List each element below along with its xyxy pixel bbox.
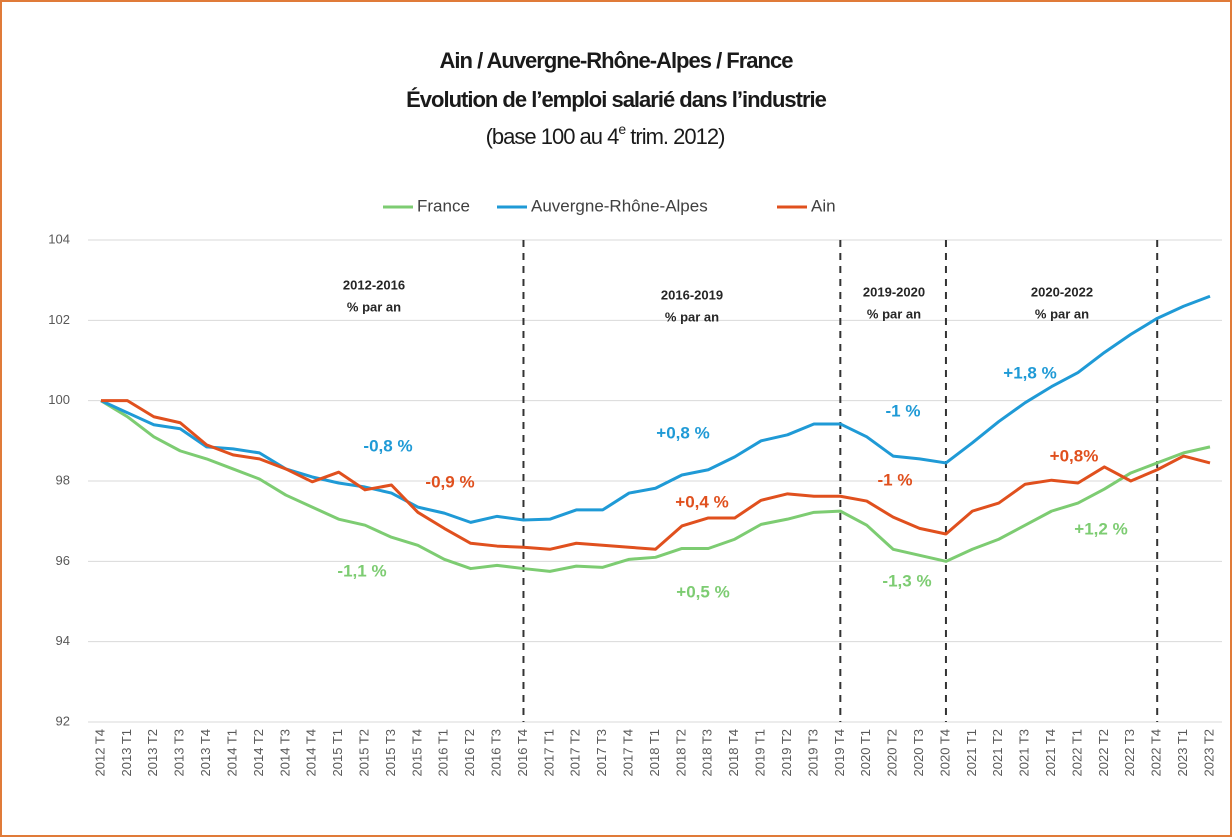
period-unit: % par an xyxy=(1035,306,1089,321)
chart-note: (base 100 au 4e trim. 2012) xyxy=(486,121,725,149)
x-tick-label: 2020 T1 xyxy=(858,729,873,776)
x-tick-label: 2015 T1 xyxy=(330,729,345,776)
period-unit: % par an xyxy=(347,299,401,314)
x-tick-label: 2013 T1 xyxy=(119,729,134,776)
x-tick-label: 2018 T3 xyxy=(700,729,715,776)
y-tick-label: 100 xyxy=(48,392,70,407)
x-tick-label: 2017 T1 xyxy=(541,729,556,776)
note-sup: e xyxy=(618,121,626,137)
y-tick-label: 104 xyxy=(48,231,70,246)
x-tick-label: 2015 T3 xyxy=(383,729,398,776)
x-tick-label: 2021 T2 xyxy=(990,729,1005,776)
x-tick-label: 2020 T4 xyxy=(937,729,952,776)
y-tick-label: 92 xyxy=(56,713,70,728)
series-line xyxy=(100,399,1211,573)
x-tick-label: 2015 T4 xyxy=(409,729,424,776)
x-tick-label: 2016 T4 xyxy=(515,729,530,776)
annotation: -1,3 % xyxy=(882,571,931,590)
annotation: -1 % xyxy=(886,401,921,420)
period-label: 2016-2019 xyxy=(661,287,723,302)
x-tick-label: 2022 T2 xyxy=(1096,729,1111,776)
x-tick-label: 2019 T4 xyxy=(832,729,847,776)
period-label: 2012-2016 xyxy=(343,277,405,292)
x-tick-label: 2018 T1 xyxy=(647,729,662,776)
legend-label: Ain xyxy=(811,196,836,215)
note-part: trim. 2012) xyxy=(625,124,724,149)
annotation: -1,1 % xyxy=(337,561,386,580)
series-line xyxy=(101,399,1211,551)
x-tick-label: 2021 T4 xyxy=(1043,729,1058,776)
x-tick-label: 2020 T3 xyxy=(911,729,926,776)
annotation: +0,5 % xyxy=(676,582,729,601)
y-tick-label: 98 xyxy=(56,472,70,487)
annotation: -1 % xyxy=(878,470,913,489)
chart-title: Ain / Auvergne-Rhône-Alpes / France xyxy=(440,48,794,73)
x-tick-label: 2017 T3 xyxy=(594,729,609,776)
x-tick-label: 2013 T4 xyxy=(198,729,213,776)
x-tick-label: 2018 T2 xyxy=(673,729,688,776)
annotation: -0,9 % xyxy=(425,472,474,491)
period-unit: % par an xyxy=(867,306,921,321)
x-tick-label: 2014 T2 xyxy=(251,729,266,776)
annotation: +1,8 % xyxy=(1003,363,1056,382)
x-tick-label: 2012 T4 xyxy=(92,729,107,776)
annotation: +0,8 % xyxy=(656,423,709,442)
annotation: +1,2 % xyxy=(1074,519,1127,538)
period-label: 2019-2020 xyxy=(863,284,925,299)
x-tick-label: 2022 T3 xyxy=(1122,729,1137,776)
period-label: 2020-2022 xyxy=(1031,284,1093,299)
x-tick-label: 2023 T1 xyxy=(1175,729,1190,776)
annotation: -0,8 % xyxy=(363,436,412,455)
note-part: (base 100 au 4 xyxy=(486,124,620,149)
x-tick-label: 2019 T1 xyxy=(753,729,768,776)
x-tick-label: 2014 T4 xyxy=(304,729,319,776)
x-tick-label: 2023 T2 xyxy=(1201,729,1216,776)
x-tick-label: 2017 T2 xyxy=(568,729,583,776)
x-tick-label: 2019 T2 xyxy=(779,729,794,776)
x-tick-label: 2013 T3 xyxy=(172,729,187,776)
x-tick-label: 2016 T3 xyxy=(489,729,504,776)
x-tick-label: 2016 T2 xyxy=(462,729,477,776)
x-tick-label: 2019 T3 xyxy=(805,729,820,776)
chart-subtitle: Évolution de l’emploi salarié dans l’ind… xyxy=(406,87,827,112)
y-tick-label: 94 xyxy=(56,633,70,648)
x-tick-label: 2018 T4 xyxy=(726,729,741,776)
y-tick-label: 102 xyxy=(48,312,70,327)
legend-label: Auvergne-Rhône-Alpes xyxy=(531,196,708,215)
x-tick-label: 2014 T1 xyxy=(224,729,239,776)
x-tick-label: 2014 T3 xyxy=(277,729,292,776)
x-tick-label: 2016 T1 xyxy=(436,729,451,776)
x-tick-label: 2021 T1 xyxy=(964,729,979,776)
x-tick-label: 2021 T3 xyxy=(1017,729,1032,776)
x-tick-label: 2015 T2 xyxy=(356,729,371,776)
y-tick-label: 96 xyxy=(56,553,70,568)
x-tick-label: 2017 T4 xyxy=(621,729,636,776)
period-unit: % par an xyxy=(665,309,719,324)
x-tick-label: 2020 T2 xyxy=(885,729,900,776)
annotation: +0,4 % xyxy=(675,492,728,511)
annotation: +0,8% xyxy=(1050,446,1099,465)
x-tick-label: 2022 T1 xyxy=(1069,729,1084,776)
legend-label: France xyxy=(417,196,470,215)
x-tick-label: 2022 T4 xyxy=(1149,729,1164,776)
x-tick-label: 2013 T2 xyxy=(145,729,160,776)
